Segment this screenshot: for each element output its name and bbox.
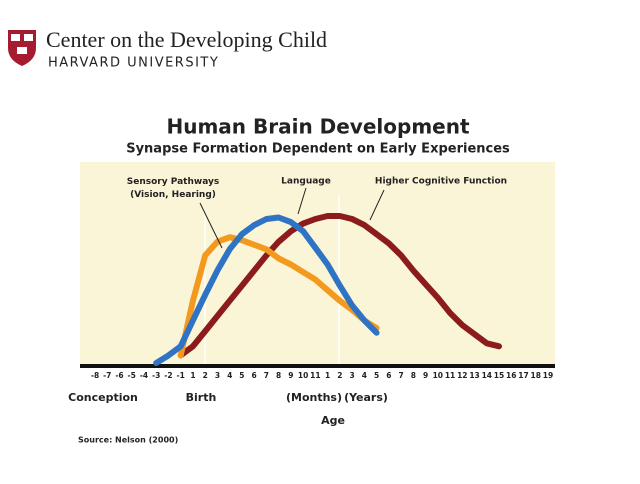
x-tick-label: 9 — [423, 371, 428, 380]
x-tick-label: 7 — [264, 371, 269, 380]
x-tick-label: 19 — [543, 371, 553, 380]
x-tick-label: 4 — [227, 371, 232, 380]
x-tick-label: 14 — [482, 371, 492, 380]
x-axis-title: Age — [321, 414, 345, 427]
series-line — [177, 213, 502, 359]
x-axis — [80, 364, 555, 368]
period-label: Conception — [68, 391, 138, 404]
x-tick-label: 7 — [398, 371, 403, 380]
x-tick-label: 2 — [203, 371, 208, 380]
x-tick-label: 12 — [457, 371, 467, 380]
x-tick-label: 5 — [374, 371, 379, 380]
x-tick-label: 11 — [445, 371, 455, 380]
x-tick-label: 17 — [518, 371, 528, 380]
x-tick-label: -1 — [177, 371, 185, 380]
org-subtitle: HARVARD UNIVERSITY — [48, 56, 219, 71]
chart-subtitle: Synapse Formation Dependent on Early Exp… — [126, 142, 510, 157]
x-tick-label: 10 — [433, 371, 443, 380]
x-tick-label: 2 — [337, 371, 342, 380]
series-label: Higher Cognitive Function — [375, 177, 507, 187]
x-tick-label: 5 — [239, 371, 244, 380]
series-label: Language — [281, 177, 331, 187]
x-tick-label: 1 — [190, 371, 195, 380]
chart-title: Human Brain Development — [166, 115, 469, 139]
x-tick-label: 18 — [531, 371, 541, 380]
x-tick-label: -6 — [115, 371, 123, 380]
x-tick-label: 11 — [310, 371, 320, 380]
x-tick-label: 6 — [252, 371, 257, 380]
x-tick-label: 15 — [494, 371, 504, 380]
period-label: Birth — [186, 391, 217, 404]
series-line — [177, 234, 380, 359]
x-tick-label: 8 — [411, 371, 416, 380]
x-tick-label: 13 — [469, 371, 479, 380]
x-tick-label: 16 — [506, 371, 516, 380]
x-tick-label: 3 — [215, 371, 220, 380]
logo — [8, 30, 36, 66]
x-tick-label: 8 — [276, 371, 281, 380]
period-label: (Months) — [286, 391, 342, 404]
x-tick-label: -4 — [140, 371, 148, 380]
x-tick-label: 4 — [362, 371, 367, 380]
x-tick-label: -8 — [91, 371, 99, 380]
x-tick-label: -5 — [128, 371, 136, 380]
x-tick-label: 1 — [325, 371, 330, 380]
leader-line — [369, 189, 385, 221]
org-title: Center on the Developing Child — [46, 27, 327, 52]
series-line — [153, 214, 380, 366]
leader-line — [199, 202, 223, 249]
leader-line — [297, 187, 307, 215]
period-label: (Years) — [344, 391, 388, 404]
x-tick-label: -3 — [152, 371, 160, 380]
series-label: Sensory Pathways (Vision, Hearing) — [127, 177, 219, 200]
x-tick-label: 10 — [298, 371, 308, 380]
x-tick-label: 3 — [349, 371, 354, 380]
x-tick-label: -7 — [103, 371, 111, 380]
x-tick-label: 6 — [386, 371, 391, 380]
x-tick-label: -2 — [164, 371, 172, 380]
source: Source: Nelson (2000) — [78, 436, 178, 445]
x-tick-label: 9 — [288, 371, 293, 380]
